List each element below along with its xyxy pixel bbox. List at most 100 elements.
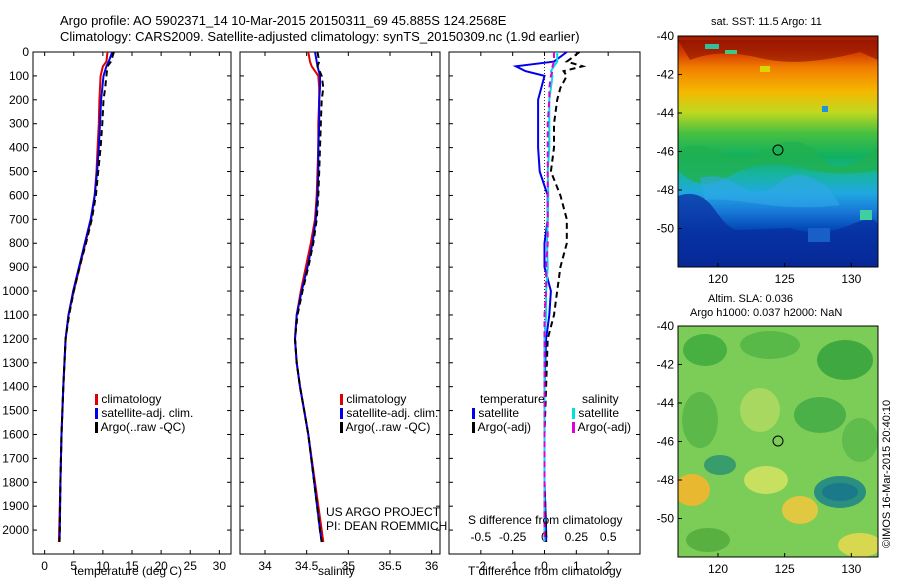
x-tick-label: 35.5 [378, 559, 402, 573]
depth-tick-label: 1400 [2, 380, 29, 394]
legend-label: Argo(-adj) [577, 420, 632, 434]
legend-label: satellite [478, 406, 520, 420]
legend-swatch-argo [472, 422, 475, 434]
plot-title-line2: Climatology: CARS2009. Satellite-adjuste… [60, 29, 580, 44]
sla-map-title-line2: Argo h1000: 0.037 h2000: NaN [690, 307, 843, 319]
legend-diff-sal-satellite: satellite [572, 406, 619, 420]
x-tick-label: 25 [184, 559, 198, 573]
sla-x-tick-label: 120 [708, 562, 728, 576]
top-tick-label: 0.25 [565, 530, 589, 544]
sst-y-tick-label: -40 [657, 29, 675, 43]
legend-label: satellite-adj. clim. [346, 406, 439, 420]
x-tick-label: 1 [573, 559, 580, 573]
x-tick-label: 10 [96, 559, 110, 573]
panel-difference: -2 -1 0 1 2-0.5 -0.25 0 0.25 0.5 [448, 51, 641, 573]
series-argo-raw-qc- [293, 51, 325, 543]
credit-project: US ARGO PROJECT [326, 505, 441, 519]
legend-label: Argo(..raw -QC) [345, 420, 431, 434]
x-tick-label: 35 [342, 559, 356, 573]
legend-swatch-satellite [472, 408, 475, 420]
legend-diff-temp-satellite: satellite [472, 406, 519, 420]
depth-tick-label: 900 [9, 260, 29, 274]
legend-swatch-argo [95, 422, 98, 434]
x-tick-label: 34.5 [295, 559, 319, 573]
x-tick-label: 2 [605, 559, 612, 573]
panel-salinity: 34 34.5 35 35.5 36 [239, 51, 441, 573]
legend-sal-climatology: climatology [340, 392, 406, 406]
salinity-frame [239, 51, 441, 555]
legend-label: Argo(-adj) [477, 420, 532, 434]
depth-tick-label: 1700 [2, 451, 29, 465]
depth-tick-label: 300 [9, 117, 29, 131]
legend-diff-temp-argo: Argo(-adj) [472, 420, 531, 434]
legend-swatch-sal-satellite [572, 408, 575, 420]
sst-y-tick-label: -46 [657, 145, 675, 159]
x-tick-label: 34 [258, 559, 272, 573]
depth-tick-label: 600 [9, 188, 29, 202]
x-tick-label: -2 [475, 559, 486, 573]
top-tick-label: 0.5 [600, 530, 617, 544]
depth-tick-label: 200 [9, 93, 29, 107]
depth-tick-label: 1100 [3, 308, 29, 322]
legend-sal-argo: Argo(..raw -QC) [340, 420, 430, 434]
sla-x-tick-label: 130 [841, 562, 861, 576]
temp-xlabel: temperature (deg C) [74, 564, 183, 578]
sst-y-tick-label: -42 [657, 68, 675, 82]
legend-label: climatology [346, 392, 407, 406]
depth-tick-label: 1300 [2, 356, 29, 370]
series-salinity-argo-adj- [543, 52, 555, 542]
sla-map [678, 326, 878, 557]
temperature-frame [32, 51, 232, 555]
series-temperature-argo-adj- [543, 51, 587, 542]
legend-swatch-sal-argo [572, 422, 575, 434]
sla-y-tick-label: -46 [657, 435, 675, 449]
legend-label: Argo(..raw -QC) [100, 420, 186, 434]
x-tick-label: 30 [213, 559, 227, 573]
sla-y-tick-label: -42 [657, 358, 675, 372]
series-argo-raw-qc- [58, 51, 115, 543]
depth-tick-label: 1800 [2, 475, 29, 489]
x-tick-label: 36 [425, 559, 439, 573]
depth-tick-label: 1000 [2, 284, 29, 298]
depth-tick-label: 1600 [2, 427, 29, 441]
legend-swatch-argo [340, 422, 343, 434]
x-tick-label: 5 [70, 559, 77, 573]
depth-tick-label: 0 [22, 45, 29, 59]
series-satellite-adj-clim- [58, 51, 114, 543]
legend-temp-satellite: satellite-adj. clim. [95, 406, 193, 420]
legend-label: satellite-adj. clim. [101, 406, 194, 420]
credit-pi: PI: DEAN ROEMMICH [326, 519, 448, 533]
legend-diff-salinity-title: salinity [582, 392, 619, 406]
depth-tick-label: 1500 [2, 404, 29, 418]
legend-swatch-climatology [95, 394, 98, 406]
sla-map-title-line1: Altim. SLA: 0.036 [708, 293, 793, 305]
sla-y-tick-label: -48 [657, 473, 675, 487]
legend-sal-satellite: satellite-adj. clim. [340, 406, 438, 420]
x-tick-label: 0 [41, 559, 48, 573]
depth-tick-label: 700 [9, 212, 29, 226]
sla-y-tick-label: -50 [657, 512, 675, 526]
sst-map [678, 36, 878, 267]
depth-tick-label: 1200 [2, 332, 29, 346]
legend-swatch-climatology [340, 394, 343, 406]
legend-diff-sal-argo: Argo(-adj) [572, 420, 631, 434]
sst-x-tick-label: 125 [775, 272, 795, 286]
sst-argo-marker [772, 144, 784, 156]
sla-y-tick-label: -44 [657, 396, 675, 410]
legend-swatch-satellite [95, 408, 98, 420]
top-tick-label: -0.25 [499, 530, 527, 544]
sst-y-tick-label: -50 [657, 222, 675, 236]
depth-tick-label: 400 [9, 141, 29, 155]
diff-xlabel: T difference from climatology [468, 564, 622, 578]
sla-x-tick-label: 125 [775, 562, 795, 576]
depth-tick-label: 2000 [2, 523, 29, 537]
sst-map-title: sat. SST: 11.5 Argo: 11 [711, 16, 822, 28]
legend-label: climatology [101, 392, 162, 406]
imos-timestamp: ©IMOS 16-Mar-2015 20:40:10 [881, 399, 893, 548]
x-tick-label: -1 [507, 559, 518, 573]
depth-tick-label: 100 [9, 69, 29, 83]
x-tick-label: 0 [541, 559, 548, 573]
legend-temp-argo: Argo(..raw -QC) [95, 420, 185, 434]
sst-x-tick-label: 120 [708, 272, 728, 286]
